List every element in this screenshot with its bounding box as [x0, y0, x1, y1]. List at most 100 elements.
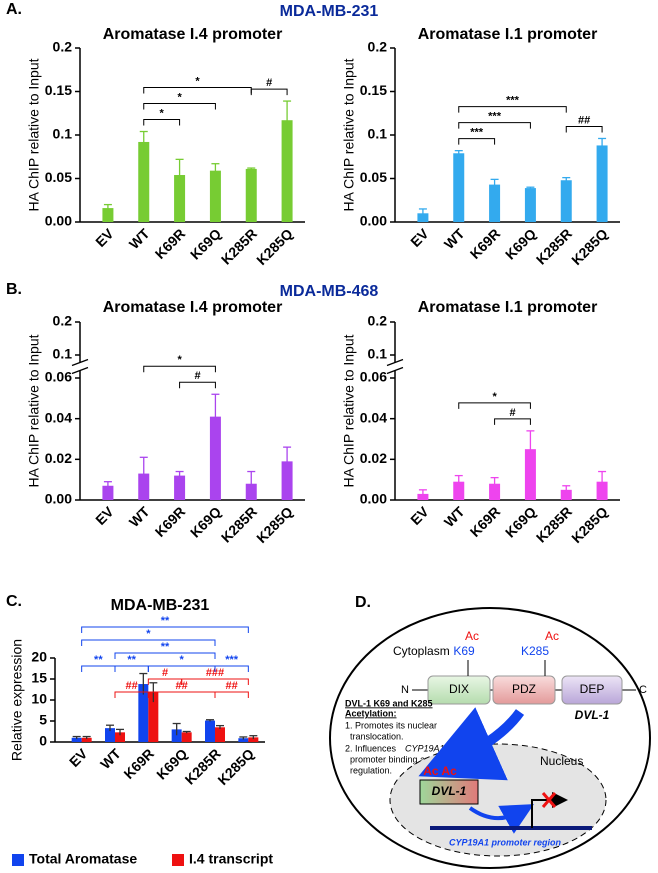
y-tick-label: 0.2: [368, 313, 388, 329]
significance-bracket: [143, 119, 181, 126]
y-axis-label: HA ChIP relative to Input: [26, 334, 42, 487]
significance-label: *: [160, 107, 165, 119]
note-line: 1. Promotes its nuclear: [345, 720, 437, 730]
note-line: regulation.: [350, 765, 392, 775]
panel-label: A.: [6, 1, 22, 18]
bar: [148, 692, 159, 742]
significance-label: ##: [226, 680, 238, 692]
y-tick-label: 0.2: [368, 39, 388, 55]
bar: [138, 684, 149, 742]
bar: [245, 168, 257, 222]
legend-swatch: [12, 854, 24, 866]
domain-label: DIX: [449, 682, 469, 696]
x-tick-label: EV: [407, 503, 432, 528]
x-tick-label: K69R: [152, 225, 189, 262]
x-tick-label: K285R: [533, 225, 575, 267]
bar: [524, 188, 536, 222]
significance-bracket: [458, 402, 531, 409]
significance-label: ##: [126, 680, 138, 692]
y-tick-label: 0.1: [368, 346, 388, 362]
dvl-box: [419, 779, 479, 805]
significance-bracket: [494, 418, 531, 425]
legend-label: Total Aromatase: [29, 851, 137, 867]
note-line: DVL-1 K69 and K285: [345, 698, 433, 708]
bar: [215, 727, 225, 742]
significance-label: **: [127, 654, 136, 666]
significance-bracket: [565, 125, 603, 133]
x-tick-label: K285R: [218, 503, 260, 545]
bar: [453, 481, 465, 500]
note-line: translocation.: [350, 731, 404, 741]
x-tick-label: K69R: [467, 225, 504, 262]
site-mark: Ac: [465, 629, 479, 643]
diagram: D. Cytoplasm N C DIX PDZ DEP DVL-1 K69 A…: [329, 594, 651, 869]
y-tick-label: 0.02: [45, 450, 72, 466]
x-tick-label: K69R: [467, 503, 504, 540]
bar: [105, 728, 115, 742]
significance-bracket: [214, 691, 249, 698]
significance-label: **: [161, 641, 170, 653]
bar: [524, 449, 536, 500]
protein-name: DVL-1: [575, 708, 610, 722]
bar: [489, 184, 501, 222]
y-tick-label: 0.06: [45, 369, 72, 385]
axis-break: [386, 358, 404, 375]
note-line: Acetylation:: [345, 708, 397, 718]
significance-bracket: [81, 665, 116, 672]
y-tick-label: 0.05: [45, 169, 72, 185]
significance-bracket: [81, 639, 216, 646]
panel-label: B.: [6, 281, 22, 298]
y-tick-label: 0: [39, 733, 47, 749]
significance-label: ***: [488, 111, 502, 123]
significance-bracket: [143, 103, 216, 110]
legend-swatch: [172, 854, 184, 866]
bar: [205, 720, 215, 742]
x-tick-label: K285Q: [568, 225, 611, 268]
y-axis-label: Relative expression: [9, 639, 25, 761]
significance-label: ###: [206, 667, 224, 679]
x-tick-label: WT: [126, 225, 153, 252]
significance-label: #: [266, 77, 272, 89]
note-gene: CYP19A1: [405, 743, 445, 753]
significance-label: ***: [506, 95, 520, 107]
y-axis-label: HA ChIP relative to Input: [341, 58, 357, 211]
y-tick-label: 0.00: [360, 491, 387, 507]
y-tick-label: 0.06: [360, 369, 387, 385]
acetyl-marks: Ac Ac: [423, 764, 457, 778]
domain-label: DEP: [580, 682, 605, 696]
x-tick-label: WT: [126, 503, 153, 530]
x-tick-label: K69R: [152, 503, 189, 540]
y-axis-label: HA ChIP relative to Input: [341, 334, 357, 487]
x-tick-label: EV: [92, 503, 117, 528]
promoter-label: CYP19A1 promoter region: [449, 837, 562, 847]
y-tick-label: 0.1: [368, 126, 388, 142]
significance-label: **: [161, 615, 170, 627]
y-tick-label: 0.2: [53, 39, 73, 55]
bar: [489, 483, 501, 500]
bar: [209, 416, 221, 500]
binding-arrow: [468, 804, 534, 834]
y-tick-label: 0.15: [45, 82, 72, 98]
bar: [102, 208, 114, 222]
block-mark: [541, 792, 557, 808]
x-tick-label: WT: [441, 225, 468, 252]
y-tick-label: 5: [39, 712, 47, 728]
translocation-arrow: [418, 707, 525, 781]
bar: [174, 175, 186, 222]
significance-bracket: [114, 691, 149, 698]
significance-bracket: [458, 138, 496, 145]
y-tick-label: 0.00: [45, 213, 72, 229]
n-terminus: N: [401, 684, 409, 696]
significance-bracket: [458, 122, 531, 129]
significance-label: *: [177, 91, 182, 103]
y-tick-label: 10: [31, 691, 47, 707]
significance-label: *: [146, 628, 151, 640]
significance-bracket: [250, 88, 288, 96]
panel-subtitle: MDA-MB-468: [280, 283, 379, 300]
c-terminus: C: [639, 684, 647, 696]
legend-label: I.4 transcript: [189, 851, 273, 867]
domain-box: [427, 675, 491, 705]
x-tick-label: K285Q: [214, 745, 257, 788]
note-line: 2. Influences: [345, 743, 399, 753]
